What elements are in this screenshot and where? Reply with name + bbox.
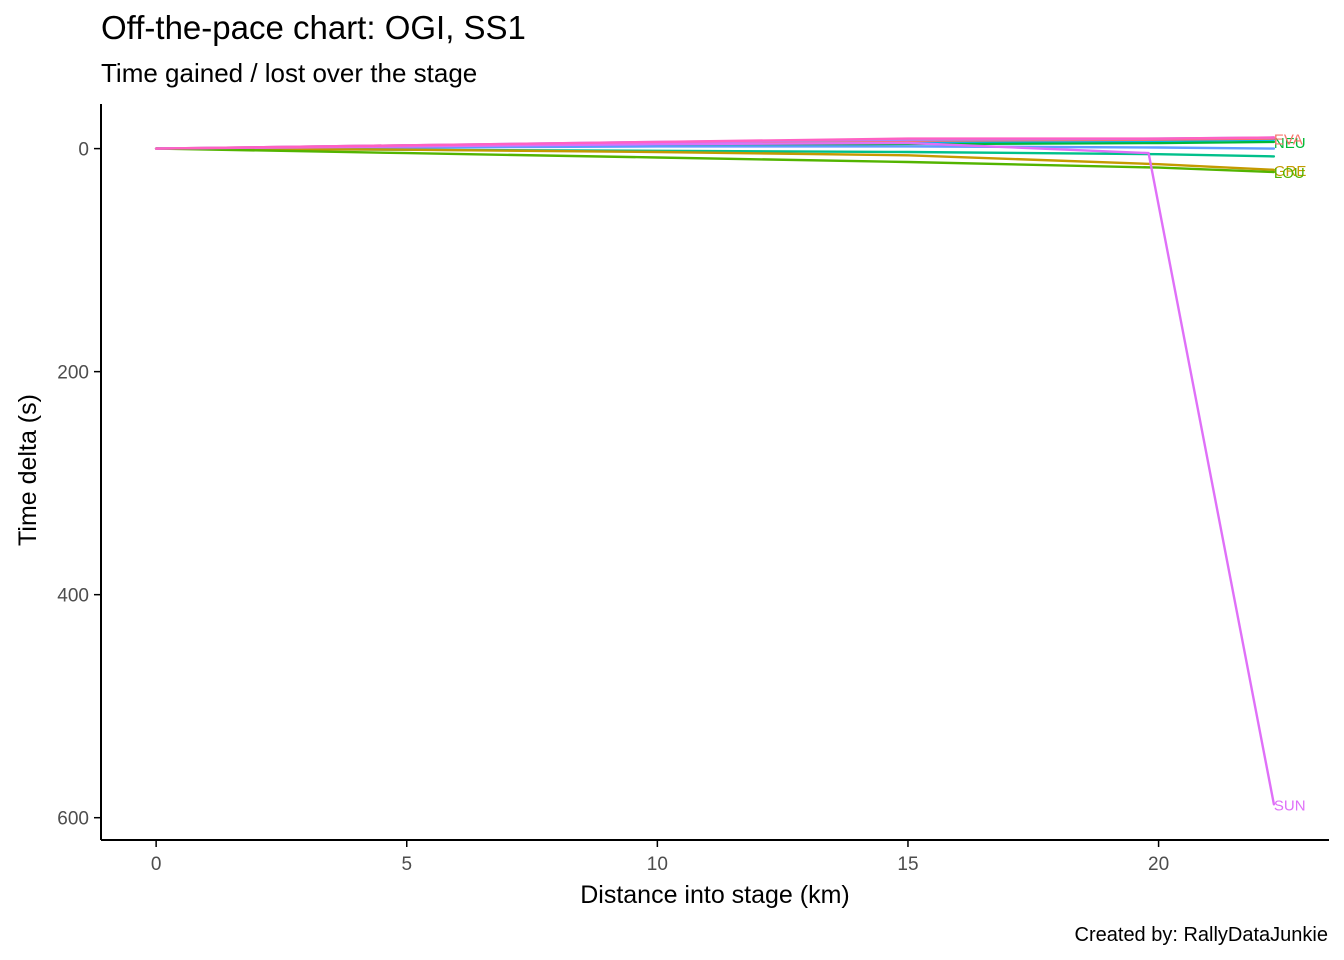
- x-tick-label: 10: [647, 854, 668, 875]
- chart-title: Off-the-pace chart: OGI, SS1: [101, 9, 526, 46]
- x-axis-title: Distance into stage (km): [580, 881, 850, 909]
- series-end-label-lou: LOU: [1274, 165, 1305, 182]
- x-tick-label: 5: [401, 854, 412, 875]
- y-tick-label: 600: [57, 809, 89, 830]
- series-end-label-neu: NEU: [1274, 135, 1306, 152]
- x-tick-label: 15: [897, 854, 918, 875]
- y-tick-label: 400: [57, 586, 89, 607]
- y-tick-label: 200: [57, 363, 89, 384]
- y-axis-title: Time delta (s): [14, 394, 42, 546]
- series-end-label-eva: EVA: [1274, 132, 1303, 149]
- series-line-sun: [154, 141, 1276, 806]
- series-line-lou: [154, 147, 1276, 174]
- chart-caption: Created by: RallyDataJunkie: [1075, 924, 1328, 946]
- series-line-gre: [154, 147, 1276, 172]
- x-tick-label: 20: [1148, 854, 1169, 875]
- chart-subtitle: Time gained / lost over the stage: [101, 58, 477, 88]
- y-axis-ticks: 0 200 400 600: [57, 140, 101, 830]
- x-axis-ticks: 0 5 10 15 20: [151, 840, 1169, 875]
- series-line-driver-10: [154, 136, 1276, 150]
- y-tick-label: 0: [78, 140, 89, 161]
- series-layer: [154, 136, 1276, 806]
- x-tick-label: 0: [151, 854, 162, 875]
- series-end-label-sun: SUN: [1274, 797, 1306, 814]
- series-end-label-gre: GRE: [1274, 163, 1307, 180]
